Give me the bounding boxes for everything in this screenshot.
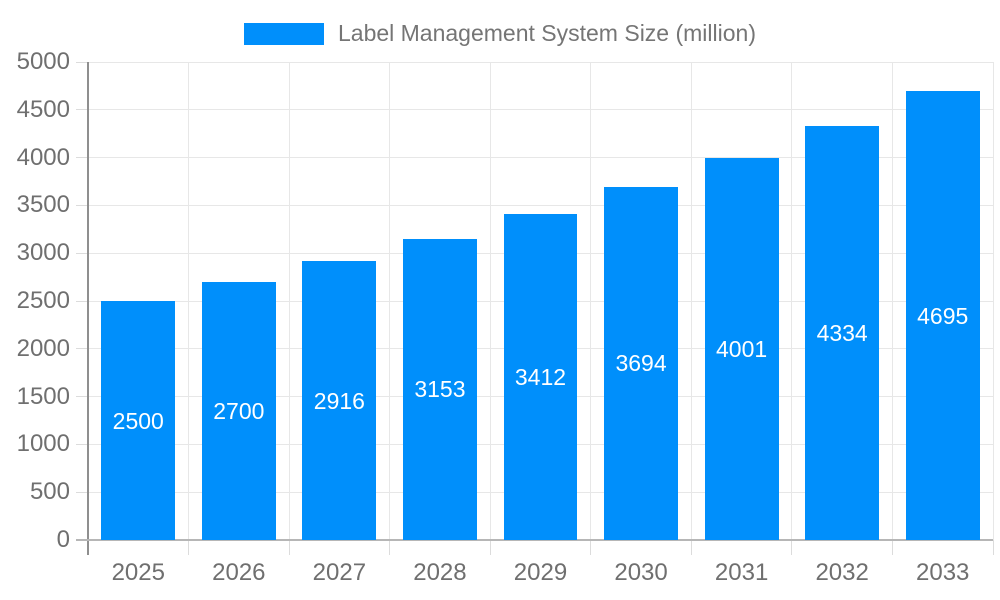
y-axis-tick-label: 1500 — [16, 382, 70, 410]
legend-swatch-icon — [243, 22, 324, 45]
x-axis-tick-label: 2030 — [614, 559, 668, 586]
x-axis-tick — [489, 540, 491, 555]
x-gridline — [791, 62, 793, 540]
x-gridline — [188, 62, 190, 540]
x-axis-tick — [992, 540, 994, 555]
y-axis-tick — [76, 491, 88, 493]
x-axis-tick — [590, 540, 592, 555]
y-gridline — [88, 204, 993, 206]
y-axis-tick-label: 3000 — [16, 239, 70, 267]
x-axis-tick-label: 2031 — [714, 559, 769, 586]
y-axis-tick — [76, 204, 88, 206]
y-axis-tick — [76, 443, 88, 445]
x-axis-tick-label: 2028 — [413, 559, 467, 586]
bar-value-label: 4001 — [716, 335, 768, 362]
bar: 2700 — [201, 281, 276, 540]
y-axis-tick-label: 2000 — [16, 334, 70, 362]
bar: 4695 — [905, 91, 980, 540]
chart-legend: Label Management System Size (million) — [0, 20, 1000, 47]
x-axis-tick — [891, 540, 893, 555]
bar: 3412 — [503, 213, 578, 540]
y-axis-tick — [76, 348, 88, 350]
legend-label: Label Management System Size (million) — [337, 20, 756, 46]
y-axis-line — [87, 62, 89, 555]
x-gridline — [690, 62, 692, 540]
x-axis-tick — [389, 540, 391, 555]
y-axis-tick — [76, 157, 88, 159]
x-axis-tick — [791, 540, 793, 555]
x-gridline — [992, 62, 994, 540]
bar-value-label: 2500 — [112, 407, 164, 434]
bar-value-label: 3412 — [514, 363, 567, 390]
y-axis-tick — [76, 252, 88, 254]
x-axis-tick-label: 2033 — [916, 559, 970, 586]
y-axis-tick-label: 0 — [56, 526, 70, 553]
x-axis-tick — [188, 540, 190, 555]
bar: 4001 — [704, 157, 779, 540]
bar: 4334 — [805, 125, 880, 540]
bar: 2500 — [101, 301, 176, 540]
y-axis-tick-label: 5000 — [16, 48, 70, 75]
x-axis-tick-label: 2029 — [513, 559, 568, 586]
bar: 2916 — [302, 261, 377, 540]
bar: 3694 — [604, 186, 678, 540]
y-axis-tick-label: 500 — [29, 478, 70, 506]
y-axis-tick — [76, 61, 88, 63]
x-gridline — [891, 62, 893, 540]
y-axis-tick-label: 1000 — [16, 430, 70, 458]
x-axis-tick-label: 2026 — [212, 559, 266, 586]
x-gridline — [590, 62, 592, 540]
bar-value-label: 2700 — [213, 397, 265, 424]
y-axis-tick-label: 4000 — [16, 143, 70, 171]
bar-value-label: 4695 — [917, 302, 969, 329]
y-axis-tick-label: 2500 — [16, 287, 70, 314]
legend-item[interactable]: Label Management System Size (million) — [243, 20, 756, 47]
x-axis-tick — [288, 540, 290, 555]
y-axis-tick-label: 4500 — [16, 95, 70, 123]
y-gridline — [88, 157, 993, 159]
bar-value-label: 4334 — [816, 319, 868, 346]
x-axis-tick-label: 2027 — [312, 559, 367, 586]
x-gridline — [489, 62, 491, 540]
bar: 3153 — [402, 238, 477, 540]
x-axis-tick — [690, 540, 692, 555]
x-gridline — [389, 62, 391, 540]
bar-value-label: 3153 — [414, 376, 466, 403]
y-gridline — [88, 61, 993, 63]
x-axis-line — [76, 539, 993, 541]
y-axis-tick — [76, 396, 88, 398]
x-axis-tick-label: 2032 — [815, 559, 869, 586]
y-gridline — [88, 109, 993, 111]
y-axis-tick — [76, 300, 88, 302]
x-gridline — [288, 62, 290, 540]
y-axis-tick-label: 3500 — [16, 191, 70, 219]
y-axis-tick — [76, 109, 88, 111]
x-axis-tick-label: 2025 — [111, 559, 165, 586]
bar-value-label: 2916 — [313, 387, 365, 414]
bar-value-label: 3694 — [615, 350, 667, 377]
